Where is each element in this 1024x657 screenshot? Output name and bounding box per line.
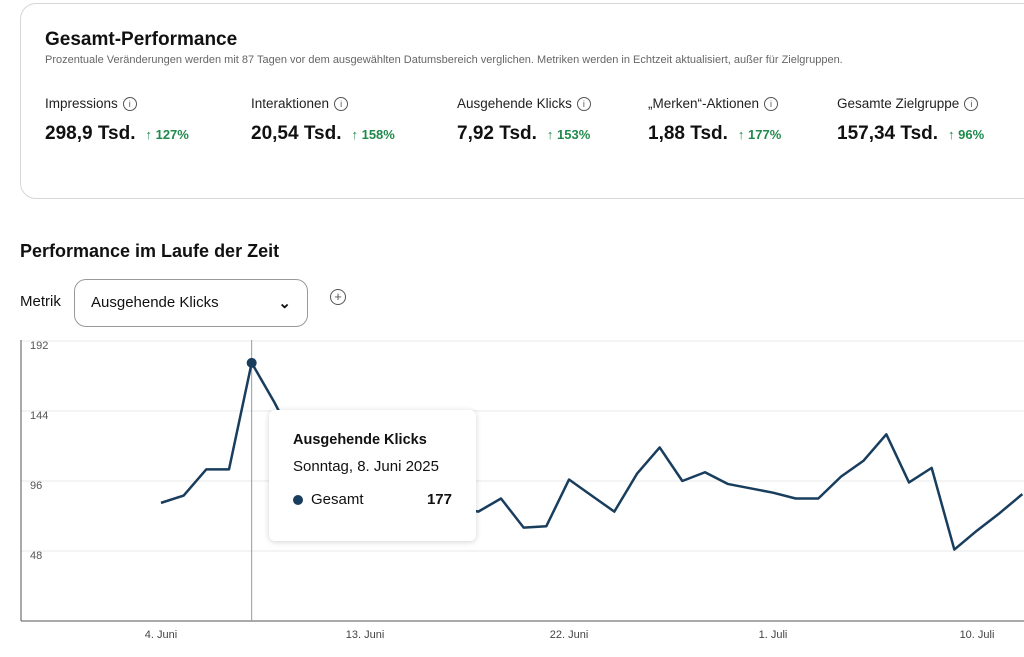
- x-tick-label: 10. Juli: [960, 629, 995, 641]
- x-tick-label: 1. Juli: [759, 629, 788, 641]
- tooltip-title: Ausgehende Klicks: [293, 432, 427, 448]
- metric-3: „Merken“-Aktionen i 1,88 Tsd. ↑ 177%: [648, 96, 781, 145]
- chevron-down-icon: ⌄: [278, 295, 291, 312]
- metric-change: ↑ 158%: [351, 127, 395, 142]
- metric-value: 20,54 Tsd.: [251, 123, 342, 144]
- chart-tooltip: Ausgehende Klicks Sonntag, 8. Juni 2025 …: [269, 410, 476, 541]
- metric-label: Impressions: [45, 96, 118, 111]
- metric-0: Impressions i 298,9 Tsd. ↑ 127%: [45, 96, 189, 145]
- y-tick-label: 48: [30, 550, 42, 562]
- metric-value: 1,88 Tsd.: [648, 123, 728, 144]
- add-metric-button[interactable]: +: [330, 289, 346, 305]
- overall-performance-card: Gesamt-Performance Prozentuale Veränderu…: [20, 3, 1024, 199]
- metric-label: Metrik: [20, 293, 61, 310]
- metric-1: Interaktionen i 20,54 Tsd. ↑ 158%: [251, 96, 395, 145]
- info-icon[interactable]: i: [334, 96, 349, 111]
- metric-change: ↑ 96%: [948, 127, 985, 142]
- data-point[interactable]: [246, 357, 257, 368]
- info-icon[interactable]: i: [122, 96, 137, 111]
- metric-select[interactable]: Ausgehende Klicks ⌄: [74, 279, 308, 327]
- tooltip-date: Sonntag, 8. Juni 2025: [293, 458, 439, 475]
- y-tick-label: 96: [30, 480, 42, 492]
- y-tick-label: 144: [30, 410, 48, 422]
- card-subtitle: Prozentuale Veränderungen werden mit 87 …: [45, 54, 843, 66]
- metric-2: Ausgehende Klicks i 7,92 Tsd. ↑ 153%: [457, 96, 591, 145]
- metric-label: Ausgehende Klicks: [457, 96, 572, 111]
- info-icon[interactable]: i: [964, 96, 979, 111]
- series-dot-icon: [293, 494, 303, 505]
- metric-value: 7,92 Tsd.: [457, 123, 537, 144]
- info-icon[interactable]: i: [764, 96, 779, 111]
- tooltip-series: Gesamt: [311, 491, 364, 508]
- metric-4: Gesamte Zielgruppe i 157,34 Tsd. ↑ 96%: [837, 96, 984, 145]
- line-chart: 192 144 96 48 4. Juni 13. Juni 22. Juni 1. Juli…: [20, 340, 1024, 641]
- metric-value: 157,34 Tsd.: [837, 123, 939, 144]
- metric-change: ↑ 177%: [737, 127, 782, 142]
- metric-label: Interaktionen: [251, 96, 330, 111]
- x-tick-label: 13. Juni: [346, 629, 385, 641]
- x-tick-label: 4. Juni: [145, 629, 177, 641]
- x-tick-label: 22. Juni: [550, 629, 589, 641]
- metric-label: „Merken“-Aktionen: [648, 96, 760, 111]
- card-title: Gesamt-Performance: [45, 29, 238, 50]
- metric-change: ↑ 127%: [145, 127, 189, 142]
- tooltip-value: 177: [426, 491, 452, 508]
- metric-select-value: Ausgehende Klicks: [91, 294, 219, 311]
- y-tick-label: 192: [30, 340, 48, 352]
- metric-label: Gesamte Zielgruppe: [837, 96, 960, 111]
- section-title: Performance im Laufe der Zeit: [20, 241, 280, 261]
- info-icon[interactable]: i: [576, 96, 591, 111]
- metric-change: ↑ 153%: [546, 127, 591, 142]
- metric-value: 298,9 Tsd.: [45, 123, 136, 144]
